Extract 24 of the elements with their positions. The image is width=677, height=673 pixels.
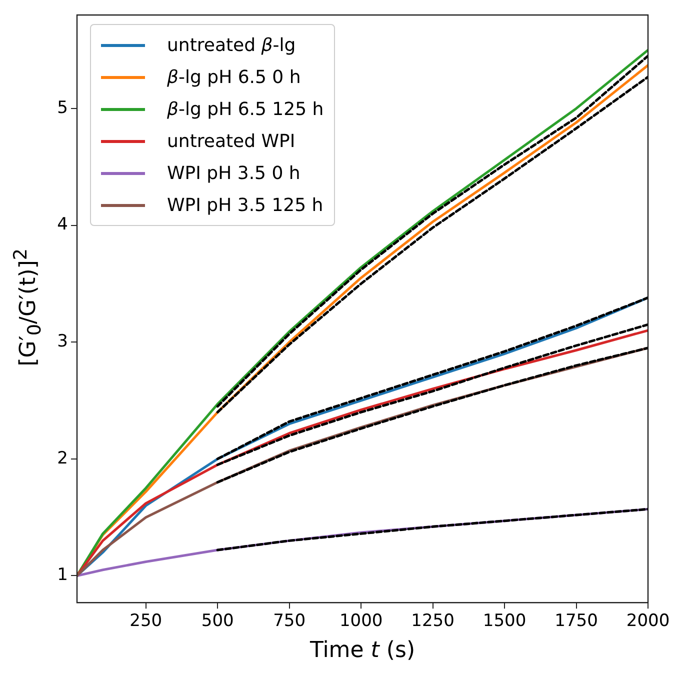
line-series — [216, 296, 648, 460]
x-tick-label: 1000 — [339, 611, 383, 632]
y-tick-label: 3 — [57, 332, 68, 352]
x-tick-label: 1500 — [482, 611, 526, 632]
y-tick-label: 2 — [57, 448, 68, 468]
x-tick-label: 2000 — [626, 611, 670, 632]
legend-label: untreated WPI — [167, 130, 296, 152]
y-tick-label: 1 — [57, 565, 68, 586]
x-tick-label: 500 — [201, 611, 234, 632]
legend-label: β-lg pH 6.5 0 h — [167, 66, 301, 88]
x-axis-title: Time t (s) — [308, 638, 416, 663]
line-series — [216, 346, 648, 484]
line-series — [216, 323, 648, 466]
x-tick-label: 750 — [273, 611, 306, 632]
legend-label: WPI pH 3.5 0 h — [167, 162, 300, 184]
y-tick-label: 4 — [57, 214, 68, 235]
x-tick-label: 250 — [130, 611, 162, 632]
legend-label: β-lg pH 6.5 125 h — [167, 98, 324, 120]
x-tick-label: 1750 — [554, 611, 598, 632]
y-tick-label: 5 — [57, 98, 68, 118]
line-series — [216, 508, 648, 552]
legend-label: WPI pH 3.5 125 h — [167, 194, 324, 216]
legend-label: untreated β-lg — [167, 34, 296, 56]
x-tick-label: 1250 — [411, 611, 454, 632]
